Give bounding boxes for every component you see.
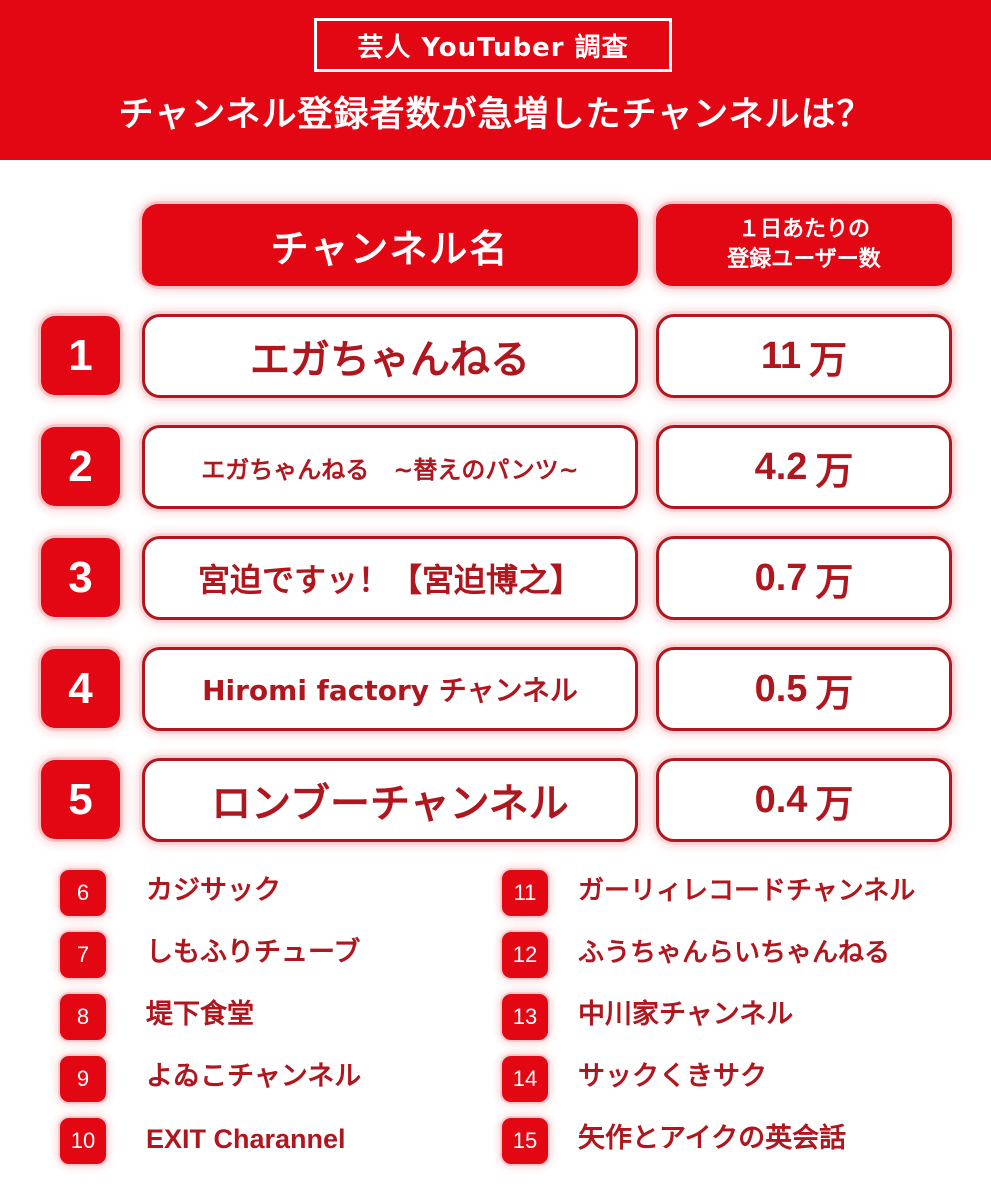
column-header-daily-subscribers: １日あたりの 登録ユーザー数	[656, 204, 952, 286]
column-header-line-2: 登録ユーザー数	[727, 247, 881, 272]
small-rank-badge: 9	[60, 1056, 106, 1102]
subscriber-count-unit: 万	[815, 559, 854, 604]
small-channel-name: 矢作とアイクの英会話	[578, 1123, 847, 1154]
small-rank-badge: 7	[60, 932, 106, 978]
rank-badge: 4	[41, 649, 120, 728]
subscriber-count-value: 11	[760, 334, 802, 377]
subscriber-count-value: 4.2	[754, 445, 808, 488]
small-channel-name: よゐこチャンネル	[146, 1061, 362, 1092]
channel-name-box: ロンブーチャンネル	[142, 758, 638, 842]
small-rank-badge: 10	[60, 1118, 106, 1164]
small-rank-badge: 15	[502, 1118, 548, 1164]
subscriber-count-value: 0.4	[754, 778, 808, 821]
channel-name-box: エガちゃんねる ~替えのパンツ~	[142, 425, 638, 509]
subscriber-count-unit: 万	[809, 337, 848, 382]
channel-name-box: エガちゃんねる	[142, 314, 638, 398]
header-banner: 芸人 YouTuber 調査 チャンネル登録者数が急増したチャンネルは？	[0, 0, 991, 160]
subscriber-count-value: 0.5	[754, 667, 808, 710]
subscriber-count-unit: 万	[815, 781, 854, 826]
subscriber-count-box: 4.2 万	[656, 425, 952, 509]
small-rank-badge: 13	[502, 994, 548, 1040]
channel-name-box: Hiromi factory チャンネル	[142, 647, 638, 731]
rank-badge: 1	[41, 316, 120, 395]
subscriber-count-box: 11 万	[656, 314, 952, 398]
survey-label: 芸人 YouTuber 調査	[314, 18, 672, 72]
small-rank-badge: 6	[60, 870, 106, 916]
subscriber-count-unit: 万	[815, 670, 854, 715]
small-channel-name: ガーリィレコードチャンネル	[578, 876, 916, 906]
channel-name-box: 宮迫ですッ！【宮迫博之】	[142, 536, 638, 620]
small-rank-badge: 11	[502, 870, 548, 916]
subscriber-count-box: 0.4 万	[656, 758, 952, 842]
small-channel-name: 堤下食堂	[146, 999, 254, 1030]
column-header-line-1: １日あたりの	[737, 217, 870, 242]
subscriber-count-unit: 万	[815, 448, 854, 493]
column-header-channel-name: チャンネル名	[142, 204, 638, 286]
small-rank-badge: 14	[502, 1056, 548, 1102]
rank-badge: 5	[41, 760, 120, 839]
subscriber-count-box: 0.7 万	[656, 536, 952, 620]
subscriber-count-value: 0.7	[754, 556, 808, 599]
small-channel-name: ふうちゃんらいちゃんねる	[578, 938, 891, 968]
small-channel-name: カジサック	[146, 875, 281, 906]
small-channel-name: しもふりチューブ	[146, 937, 361, 968]
small-channel-name: EXIT Charannel	[146, 1124, 346, 1154]
small-channel-name: サックくきサク	[578, 1061, 767, 1092]
subscriber-count-box: 0.5 万	[656, 647, 952, 731]
small-rank-badge: 12	[502, 932, 548, 978]
page-title: チャンネル登録者数が急増したチャンネルは？	[118, 95, 873, 135]
rank-badge: 2	[41, 427, 120, 506]
small-rank-badge: 8	[60, 994, 106, 1040]
small-channel-name: 中川家チャンネル	[578, 999, 794, 1030]
rank-badge: 3	[41, 538, 120, 617]
